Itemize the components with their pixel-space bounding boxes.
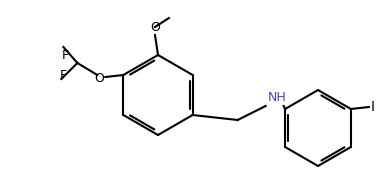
Text: O: O (94, 71, 104, 84)
Text: NH: NH (268, 91, 287, 104)
Text: O: O (150, 21, 160, 34)
Text: F: F (62, 49, 69, 62)
Text: F: F (60, 68, 67, 81)
Text: I: I (371, 100, 375, 114)
